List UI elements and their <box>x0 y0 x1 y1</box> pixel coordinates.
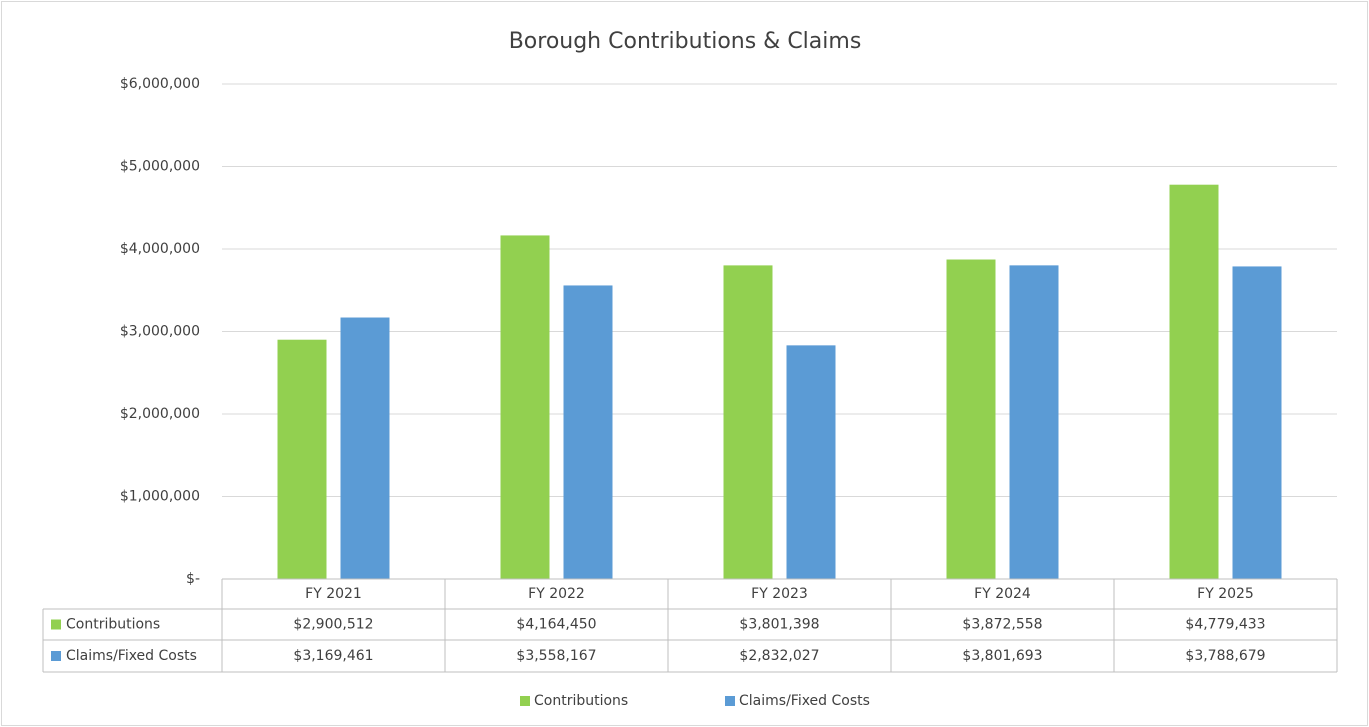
chart-title: Borough Contributions & Claims <box>509 29 862 54</box>
table-cell: $2,832,027 <box>739 648 819 664</box>
table-cell: $4,164,450 <box>516 617 596 633</box>
x-tick-label: FY 2023 <box>751 586 808 602</box>
y-tick-label: $3,000,000 <box>120 324 200 340</box>
y-tick-label: $- <box>186 571 200 587</box>
table-cell: $3,801,398 <box>739 617 819 633</box>
x-tick-label: FY 2025 <box>1197 586 1254 602</box>
table-cell: $3,788,679 <box>1185 648 1265 664</box>
legend-label: Claims/Fixed Costs <box>739 693 870 709</box>
y-tick-label: $2,000,000 <box>120 406 200 422</box>
legend-label: Contributions <box>534 693 628 709</box>
bar <box>340 317 390 579</box>
table-row-header: Claims/Fixed Costs <box>66 648 197 664</box>
bar <box>277 339 327 579</box>
table-cell: $3,169,461 <box>293 648 373 664</box>
table-cell: $2,900,512 <box>293 617 373 633</box>
table-row-header: Contributions <box>66 617 160 633</box>
bar <box>946 259 996 579</box>
table-cell: $3,558,167 <box>516 648 596 664</box>
y-tick-label: $1,000,000 <box>120 489 200 505</box>
table-cell: $4,779,433 <box>1185 617 1265 633</box>
table-legend-key <box>51 651 61 661</box>
y-tick-label: $4,000,000 <box>120 241 200 257</box>
x-tick-label: FY 2021 <box>305 586 362 602</box>
x-tick-label: FY 2022 <box>528 586 585 602</box>
bar <box>563 285 613 579</box>
y-tick-label: $6,000,000 <box>120 76 200 92</box>
bar <box>786 345 836 579</box>
table-cell: $3,872,558 <box>962 617 1042 633</box>
bar <box>1169 184 1219 579</box>
table-cell: $3,801,693 <box>962 648 1042 664</box>
legend-key <box>725 696 735 706</box>
bar <box>1232 266 1282 579</box>
table-legend-key <box>51 619 61 630</box>
y-tick-label: $5,000,000 <box>120 159 200 175</box>
legend-key <box>520 696 530 706</box>
bar <box>723 265 773 579</box>
x-tick-label: FY 2024 <box>974 586 1031 602</box>
bar <box>1009 265 1059 579</box>
bar <box>500 235 550 580</box>
